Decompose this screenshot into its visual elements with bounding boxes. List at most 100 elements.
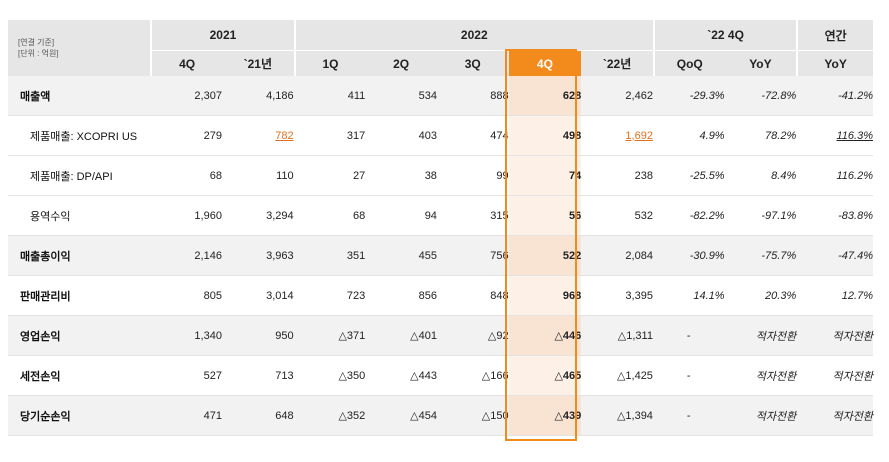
table-row: 영업손익 1,340 950 △371 △401 △92 △446 △1,311… <box>8 316 873 356</box>
col-yoy: YoY <box>724 50 797 76</box>
cell: 68 <box>293 196 366 236</box>
cell: -47.4% <box>796 236 873 276</box>
unit-note: [연결 기준] [단위 : 억원] <box>8 20 151 76</box>
row-label: 매출총이익 <box>8 236 151 276</box>
cell: 3,963 <box>221 236 294 276</box>
cell: 471 <box>150 396 222 436</box>
col-2022-4q: 4Q <box>508 50 582 76</box>
cell: 756 <box>436 236 509 276</box>
cell-highlight: 498 <box>508 116 582 156</box>
cell: 403 <box>365 116 437 156</box>
row-label: 세전손익 <box>8 356 151 396</box>
cell[interactable]: 116.3% <box>796 116 873 156</box>
cell: 351 <box>293 236 366 276</box>
cell: △1,394 <box>581 396 653 436</box>
cell: 856 <box>365 276 437 316</box>
table-row: 세전손익 527 713 △350 △443 △166 △465 △1,425 … <box>8 356 873 396</box>
cell: 110 <box>221 156 294 196</box>
cell: 99 <box>436 156 509 196</box>
table-row: 매출총이익 2,146 3,963 351 455 756 522 2,084 … <box>8 236 873 276</box>
cell: -29.3% <box>652 76 725 116</box>
cell: 888 <box>436 76 509 116</box>
row-label: 판매관리비 <box>8 276 151 316</box>
cell[interactable]: 1,692 <box>581 116 653 156</box>
cell: 3,294 <box>221 196 294 236</box>
value-link[interactable]: 782 <box>275 129 294 142</box>
cell: △350 <box>293 356 366 396</box>
cell: -72.8% <box>724 76 797 116</box>
cell: 2,462 <box>581 76 653 116</box>
col-qoq: QoQ <box>652 50 725 76</box>
cell: 4,186 <box>221 76 294 116</box>
cell-highlight: 522 <box>508 236 582 276</box>
cell-highlight: 56 <box>508 196 582 236</box>
comparison-header: `22 4Q <box>652 20 797 50</box>
cell: △166 <box>436 356 509 396</box>
cell: 238 <box>581 156 653 196</box>
unit-basis: [연결 기준] <box>18 38 55 47</box>
cell: 116.2% <box>796 156 873 196</box>
cell: -82.2% <box>652 196 725 236</box>
cell: 713 <box>221 356 294 396</box>
cell: △371 <box>293 316 366 356</box>
cell: -97.1% <box>724 196 797 236</box>
cell-highlight: 968 <box>508 276 582 316</box>
cell: 적자전환 <box>724 316 797 356</box>
row-label: 제품매출: DP/API <box>8 156 151 196</box>
cell: 315 <box>436 196 509 236</box>
cell: △454 <box>365 396 437 436</box>
value-link[interactable]: 1,692 <box>625 129 653 142</box>
col-2022-1q: 1Q <box>293 50 366 76</box>
table-row: 제품매출: XCOPRI US 279 782 317 403 474 498 … <box>8 116 873 156</box>
table-row: 당기순손익 471 648 △352 △454 △150 △439 △1,394… <box>8 396 873 436</box>
cell: - <box>652 396 725 436</box>
col-2021-total: `21년 <box>221 50 294 76</box>
row-label: 제품매출: XCOPRI US <box>8 116 151 156</box>
cell: 805 <box>150 276 222 316</box>
table-row: 제품매출: DP/API 68 110 27 38 99 74 238 -25.… <box>8 156 873 196</box>
cell: 적자전환 <box>796 316 873 356</box>
cell: 411 <box>293 76 366 116</box>
row-label: 매출액 <box>8 76 151 116</box>
cell: 848 <box>436 276 509 316</box>
cell: 723 <box>293 276 366 316</box>
cell-highlight: △465 <box>508 356 582 396</box>
cell: 38 <box>365 156 437 196</box>
cell: 1,340 <box>150 316 222 356</box>
cell: 3,395 <box>581 276 653 316</box>
value-link[interactable]: 116.3% <box>836 129 874 142</box>
col-2022-total: `22년 <box>581 50 653 76</box>
col-annual-yoy: YoY <box>796 50 873 76</box>
table-row: 매출액 2,307 4,186 411 534 888 628 2,462 -2… <box>8 76 873 116</box>
cell: 527 <box>150 356 222 396</box>
cell-highlight: △439 <box>508 396 582 436</box>
cell: 78.2% <box>724 116 797 156</box>
cell: △1,311 <box>581 316 653 356</box>
cell: 648 <box>221 396 294 436</box>
cell: 455 <box>365 236 437 276</box>
cell: △150 <box>436 396 509 436</box>
cell: △92 <box>436 316 509 356</box>
row-label: 당기순손익 <box>8 396 151 436</box>
cell: -25.5% <box>652 156 725 196</box>
cell: 3,014 <box>221 276 294 316</box>
header-row-periods: 4Q `21년 1Q 2Q 3Q 4Q `22년 QoQ YoY YoY <box>8 50 873 76</box>
cell: - <box>652 356 725 396</box>
cell[interactable]: 782 <box>221 116 294 156</box>
col-2021-4q: 4Q <box>150 50 222 76</box>
cell-highlight: △446 <box>508 316 582 356</box>
annual-header: 연간 <box>796 20 873 50</box>
cell-highlight: 628 <box>508 76 582 116</box>
cell: -83.8% <box>796 196 873 236</box>
cell: 317 <box>293 116 366 156</box>
cell: 12.7% <box>796 276 873 316</box>
cell: 474 <box>436 116 509 156</box>
header-row-years: [연결 기준] [단위 : 억원] 2021 2022 `22 4Q 연간 <box>8 20 873 76</box>
cell: -75.7% <box>724 236 797 276</box>
cell: 적자전환 <box>724 356 797 396</box>
cell: 279 <box>150 116 222 156</box>
financial-table: [연결 기준] [단위 : 억원] 2021 2022 `22 4Q 연간 4Q… <box>8 20 873 436</box>
cell: 2,307 <box>150 76 222 116</box>
cell: △1,425 <box>581 356 653 396</box>
row-label: 영업손익 <box>8 316 151 356</box>
